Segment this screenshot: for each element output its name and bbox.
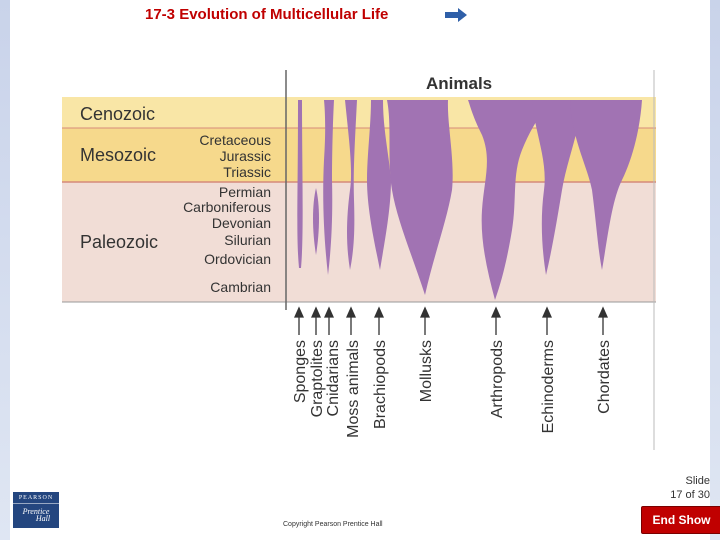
era-cenozoic: Cenozoic [80, 104, 155, 124]
period-ordovician: Ordovician [204, 251, 271, 267]
logo-line1: PEARSON [13, 495, 59, 504]
lineage-arthropods [468, 100, 554, 300]
era-paleozoic: Paleozoic [80, 232, 158, 252]
lineage-brachiopods [367, 100, 391, 270]
group-chordates: Chordates [596, 340, 613, 414]
slide-label: Slide [685, 475, 710, 487]
copyright-text: Copyright Pearson Prentice Hall [283, 521, 383, 528]
group-moss-animals: Moss animals [345, 340, 362, 438]
end-show-button[interactable]: End Show [641, 506, 720, 534]
era-mesozoic: Mesozoic [80, 145, 156, 165]
slide-counter: Slide 17 of 30 [660, 474, 710, 502]
pearson-logo: PEARSON Prentice Hall [13, 492, 59, 528]
group-graptolites: Graptolites [309, 340, 326, 417]
period-cretaceous: Cretaceous [199, 132, 271, 148]
group-arthropods: Arthropods [489, 340, 506, 418]
period-triassic: Triassic [223, 164, 271, 180]
animal-evolution-diagram: Animals Cenozoic Mesozoic Paleozoic Cret… [62, 70, 656, 450]
period-silurian: Silurian [224, 232, 271, 248]
group-sponges: Sponges [292, 340, 309, 403]
lineage-graptolites [313, 188, 319, 255]
group-cnidarians: Cnidarians [325, 340, 342, 416]
period-devonian: Devonian [212, 215, 271, 231]
logo-line2: Prentice [22, 507, 50, 516]
slide-number: 17 of 30 [670, 489, 710, 501]
period-cambrian: Cambrian [210, 279, 271, 295]
lineage-sponges [297, 100, 303, 268]
lineage-echinoderms [532, 100, 582, 275]
animals-header: Animals [426, 74, 492, 93]
title-arrow-icon [445, 8, 467, 22]
lineage-mollusks [387, 100, 453, 295]
left-decor-band [0, 0, 10, 540]
period-permian: Permian [219, 184, 271, 200]
lineage-chordates [570, 100, 642, 270]
group-echinoderms: Echinoderms [540, 340, 557, 433]
slide-title: 17-3 Evolution of Multicellular Life [145, 6, 389, 23]
period-jurassic: Jurassic [220, 148, 271, 164]
lineage-cnidarians [323, 100, 334, 275]
group-brachiopods: Brachiopods [372, 340, 389, 429]
right-decor-band [710, 0, 720, 540]
period-carboniferous: Carboniferous [183, 199, 271, 215]
logo-line3: Hall [35, 514, 51, 523]
group-mollusks: Mollusks [418, 340, 435, 402]
lineage-moss-animals [345, 100, 357, 270]
